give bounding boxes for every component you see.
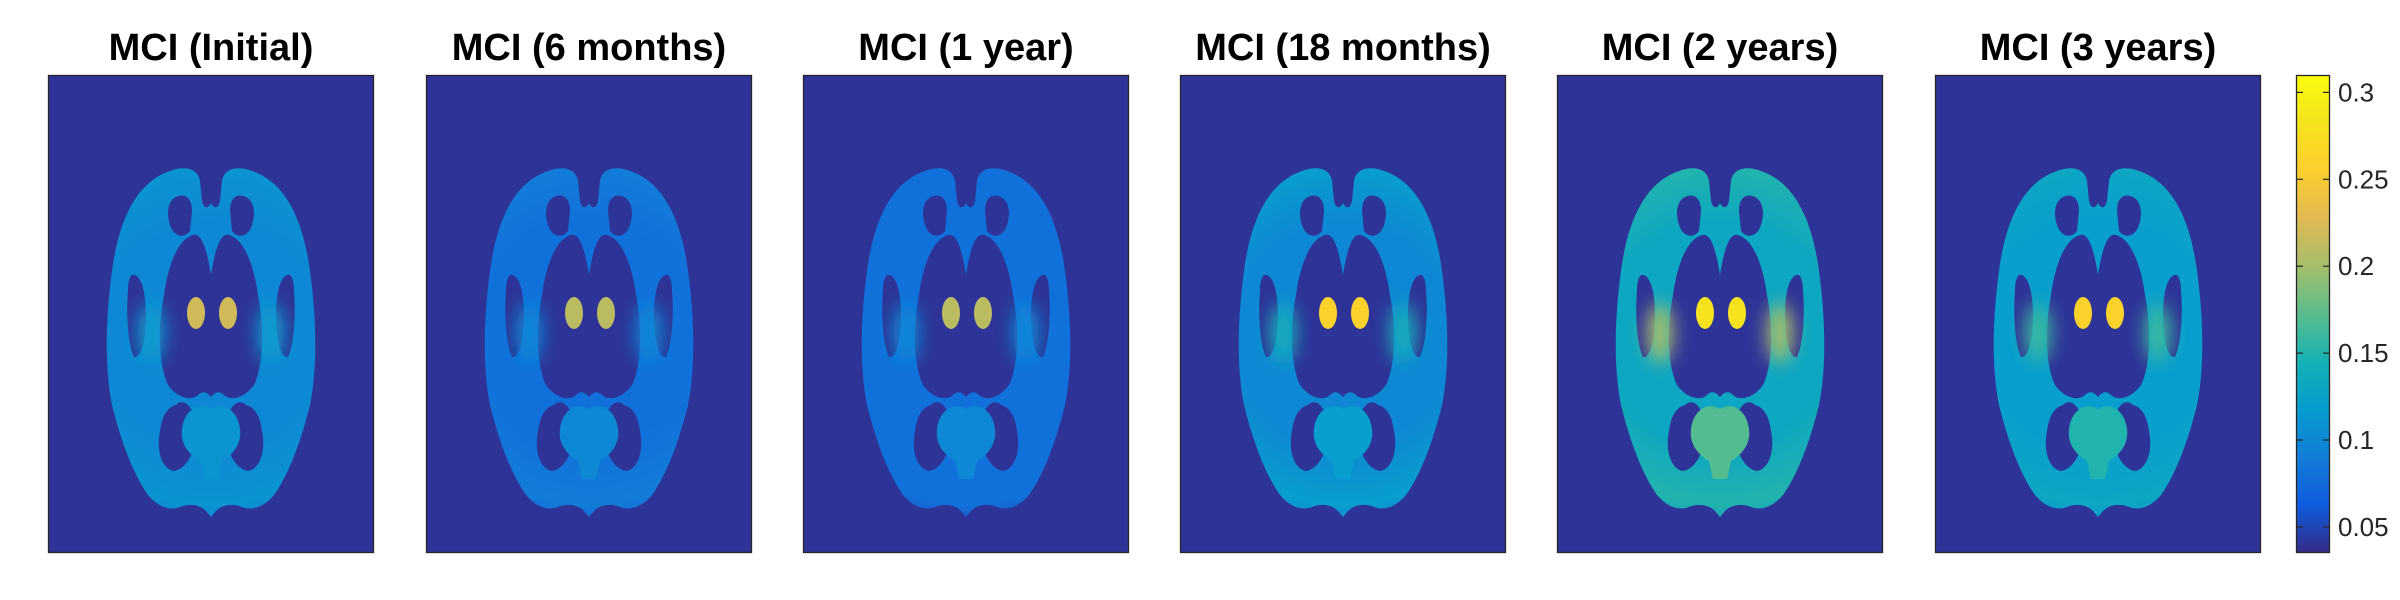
brain-tissue bbox=[861, 168, 1071, 517]
colorbar-tick-label: 0.05 bbox=[2338, 512, 2389, 542]
occipital-region bbox=[1690, 406, 1750, 479]
deep-nucleus-right bbox=[1351, 297, 1369, 329]
heatmap-image bbox=[1557, 75, 1883, 553]
deep-nucleus-right bbox=[2106, 297, 2124, 329]
panel-title: MCI (18 months) bbox=[1195, 27, 1491, 69]
temporal-lobe-left bbox=[1647, 303, 1673, 363]
temporal-lobe-left bbox=[1270, 303, 1296, 363]
temporal-lobe-left bbox=[516, 303, 542, 363]
heatmap-image bbox=[1180, 75, 1506, 553]
heatmap-panel bbox=[1179, 74, 1507, 554]
deep-nucleus-left bbox=[565, 297, 583, 329]
heatmap-panel bbox=[1556, 74, 1884, 554]
colorbar-frame bbox=[2295, 74, 2331, 554]
brain-tissue bbox=[1238, 168, 1448, 517]
temporal-lobe-left bbox=[893, 303, 919, 363]
axes-frame bbox=[802, 74, 1130, 554]
heatmap-image bbox=[426, 75, 752, 553]
heatmap-image bbox=[803, 75, 1129, 553]
deep-nucleus-left bbox=[2074, 297, 2092, 329]
heatmap-panel bbox=[47, 74, 375, 554]
temporal-lobe-right bbox=[258, 303, 284, 363]
brain-tissue bbox=[1993, 168, 2203, 517]
heatmap-image bbox=[1935, 75, 2261, 553]
occipital-region bbox=[936, 406, 996, 479]
deep-nucleus-right bbox=[1728, 297, 1746, 329]
colorbar: 0.05 0.1 0.15 0.2 0.25 0.3 bbox=[2295, 74, 2389, 554]
deep-nucleus-left bbox=[942, 297, 960, 329]
heatmap-image bbox=[48, 75, 374, 553]
heatmap-panel bbox=[1934, 74, 2262, 554]
occipital-region bbox=[559, 406, 619, 479]
heatmap-panel bbox=[425, 74, 753, 554]
heatmap-panel bbox=[802, 74, 1130, 554]
panel-title: MCI (2 years) bbox=[1602, 27, 1839, 69]
brain-tissue bbox=[484, 168, 694, 517]
deep-nucleus-right bbox=[974, 297, 992, 329]
axes-frame bbox=[1556, 74, 1884, 554]
temporal-lobe-right bbox=[636, 303, 662, 363]
temporal-lobe-left bbox=[138, 303, 164, 363]
colorbar-tick-label: 0.3 bbox=[2338, 77, 2374, 107]
axes-frame bbox=[47, 74, 375, 554]
temporal-lobe-right bbox=[1767, 303, 1793, 363]
axes-frame bbox=[1934, 74, 2262, 554]
panel-title: MCI (Initial) bbox=[109, 27, 314, 69]
deep-nucleus-left bbox=[187, 297, 205, 329]
colorbar-gradient bbox=[2296, 75, 2330, 553]
colorbar-tick-label: 0.2 bbox=[2338, 251, 2374, 281]
colorbar-tick-label: 0.25 bbox=[2338, 164, 2389, 194]
occipital-region bbox=[1313, 406, 1373, 479]
panel-title: MCI (3 years) bbox=[1980, 27, 2217, 69]
occipital-region bbox=[2068, 406, 2128, 479]
temporal-lobe-right bbox=[1013, 303, 1039, 363]
axes-frame bbox=[1179, 74, 1507, 554]
deep-nucleus-right bbox=[219, 297, 237, 329]
colorbar-tick-label: 0.1 bbox=[2338, 425, 2374, 455]
heatmap-panels: MCI (Initial) MCI (6 months) MCI (1 year) M… bbox=[47, 27, 2262, 554]
panel-title: MCI (6 months) bbox=[452, 27, 726, 69]
temporal-lobe-right bbox=[2145, 303, 2171, 363]
occipital-region bbox=[181, 406, 241, 479]
panel-title: MCI (1 year) bbox=[858, 27, 1073, 69]
temporal-lobe-right bbox=[1390, 303, 1416, 363]
brain-tissue bbox=[106, 168, 316, 517]
colorbar-tick-label: 0.15 bbox=[2338, 338, 2389, 368]
temporal-lobe-left bbox=[2025, 303, 2051, 363]
deep-nucleus-left bbox=[1319, 297, 1337, 329]
deep-nucleus-right bbox=[597, 297, 615, 329]
axes-frame bbox=[425, 74, 753, 554]
brain-tissue bbox=[1615, 168, 1825, 517]
deep-nucleus-left bbox=[1696, 297, 1714, 329]
